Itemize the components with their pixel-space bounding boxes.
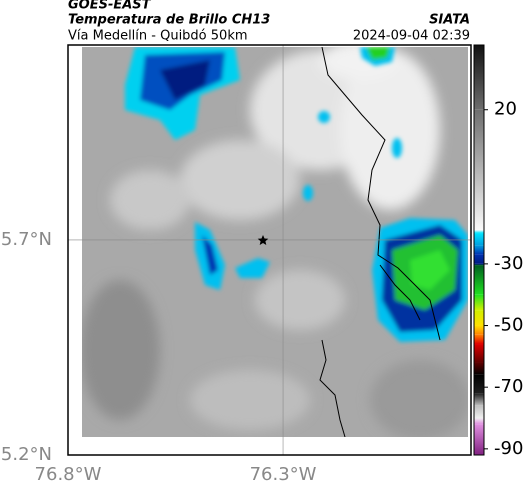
- colorbar-segment: [474, 233, 484, 246]
- colorbar-segment: [474, 294, 484, 311]
- timestamp: 2024-09-04 02:39: [353, 29, 470, 44]
- colorbar-segment: [474, 334, 484, 345]
- colorbar-segment: [474, 109, 484, 230]
- map-shape: [366, 47, 390, 60]
- map-shape: [110, 170, 190, 230]
- colorbar-label: -50: [494, 315, 523, 336]
- colorbar-segment: [474, 325, 484, 335]
- colorbar-segment: [474, 424, 484, 455]
- colorbar-label: 20: [494, 99, 517, 120]
- map-shape: [235, 258, 270, 278]
- title: GOES-EAST: [68, 0, 152, 13]
- route: Vía Medellín - Quibdó 50km: [68, 29, 248, 44]
- map-shape: [319, 339, 346, 437]
- map-shape: [190, 370, 310, 430]
- map-shape: [340, 50, 440, 210]
- subtitle: Temperatura de Brillo CH13: [68, 13, 270, 28]
- x-tick-label: 76.8°W: [35, 464, 102, 485]
- map-shape: [255, 270, 345, 330]
- colorbar-segment: [474, 263, 484, 266]
- city-marker: [257, 235, 269, 245]
- cloud-texture: [82, 47, 468, 437]
- cold-clouds: [125, 47, 468, 342]
- map-frame: [67, 44, 472, 456]
- map-shape: [392, 138, 402, 158]
- colorbar-segment: [474, 374, 484, 394]
- colorbar-segment: [474, 245, 484, 255]
- y-tick-label: 5.2°N: [1, 444, 52, 465]
- colorbar-segment: [474, 418, 484, 425]
- colorbar-label: -30: [494, 253, 523, 274]
- map-shape: [303, 185, 313, 201]
- map-shape: [82, 280, 160, 420]
- map-shape: [379, 264, 421, 321]
- colorbar-label: -90: [494, 438, 523, 459]
- colorbar-segment: [474, 344, 484, 363]
- x-tick-label: 76.3°W: [250, 464, 317, 485]
- map-shape: [370, 360, 468, 437]
- map-shape: [202, 235, 218, 275]
- colorbar: 20 -30 -50 -70 -90: [473, 44, 523, 459]
- source: SIATA: [429, 13, 470, 28]
- colorbar-segment: [474, 405, 484, 419]
- map-shape: [318, 111, 330, 123]
- colorbar-segment: [474, 229, 484, 234]
- colorbar-segment: [474, 310, 484, 326]
- boundaries: [319, 47, 441, 437]
- colorbar-segment: [474, 45, 484, 110]
- map-shape: [321, 47, 441, 341]
- colorbar-segment: [474, 254, 484, 264]
- colorbar-frame: [473, 44, 485, 456]
- colorbar-label: -70: [494, 376, 523, 397]
- colorbar-segment: [474, 362, 484, 375]
- map-shape: [180, 140, 300, 220]
- map-shape: [410, 250, 450, 290]
- y-tick-label: 5.7°N: [1, 229, 52, 250]
- map-shape: [160, 60, 210, 100]
- satellite-image: [82, 47, 468, 437]
- colorbar-segment: [474, 265, 484, 295]
- axes: 76.8°W 76.3°W 5.2°N 5.7°N: [1, 45, 471, 485]
- colorbar-segment: [474, 393, 484, 406]
